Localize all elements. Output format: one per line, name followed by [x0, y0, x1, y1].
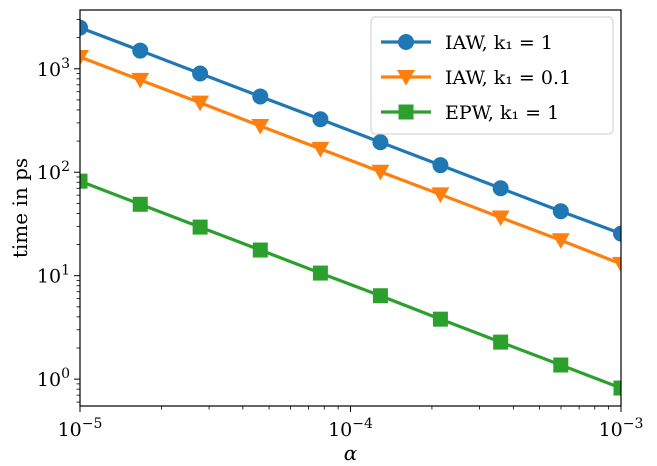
x-tick-label: 10−4	[328, 416, 373, 441]
data-point	[312, 265, 328, 281]
data-point	[613, 380, 621, 396]
legend-label: EPW, k₁ = 1	[445, 102, 559, 124]
data-point	[191, 95, 210, 112]
legend-item: IAW, k₁ = 0.1	[381, 67, 571, 89]
data-point	[613, 225, 621, 242]
y-tick-label: 100	[37, 366, 70, 391]
data-point	[491, 210, 510, 227]
data-point	[612, 256, 621, 273]
data-point	[372, 134, 389, 151]
series-line	[80, 55, 621, 266]
data-point	[493, 334, 509, 350]
data-point	[553, 357, 569, 373]
legend-item: IAW, k₁ = 1	[381, 32, 553, 54]
data-point	[131, 72, 150, 89]
data-point	[552, 203, 569, 220]
data-point	[132, 42, 149, 59]
series-line	[80, 26, 621, 236]
data-point	[372, 288, 388, 304]
y-tick-label: 102	[37, 159, 70, 184]
series-3	[80, 173, 621, 396]
data-point	[192, 219, 208, 235]
legend: IAW, k₁ = 1 IAW, k₁ = 0.1 EPW, k₁ = 1	[370, 16, 614, 135]
data-point	[431, 187, 450, 203]
data-point	[132, 196, 148, 212]
data-point	[251, 118, 270, 135]
major-ticks	[74, 68, 622, 412]
data-point	[192, 65, 209, 82]
data-point	[80, 49, 89, 66]
legend-item: EPW, k₁ = 1	[381, 102, 559, 124]
series-2	[80, 49, 621, 273]
data-point	[312, 111, 329, 128]
legend-label: IAW, k₁ = 0.1	[445, 67, 571, 89]
tick-labels: 10−5 10−4 10−3 100 101 102 103	[37, 56, 644, 441]
data-point	[432, 157, 449, 174]
legend-marker	[398, 104, 414, 120]
data-point	[432, 311, 448, 327]
data-point	[80, 173, 88, 189]
y-tick-label: 103	[37, 56, 70, 81]
data-point	[311, 141, 330, 158]
x-tick-label: 10−3	[599, 416, 644, 441]
legend-marker	[397, 69, 415, 86]
data-point	[371, 164, 390, 181]
data-point	[252, 88, 269, 105]
y-axis-label: time in ps	[8, 158, 32, 258]
y-tick-label: 101	[37, 263, 70, 288]
x-tick-label: 10−5	[58, 416, 103, 441]
data-point	[80, 19, 88, 36]
series-line	[80, 179, 621, 390]
legend-label: IAW, k₁ = 1	[445, 32, 553, 54]
legend-marker	[398, 34, 414, 50]
data-point	[252, 242, 268, 258]
series-layer	[80, 19, 621, 396]
legend-box	[370, 16, 614, 135]
series-1	[80, 19, 621, 242]
data-point	[492, 180, 509, 197]
x-axis-label: α	[344, 441, 358, 465]
data-point	[551, 233, 570, 249]
plot-frame	[79, 9, 622, 407]
